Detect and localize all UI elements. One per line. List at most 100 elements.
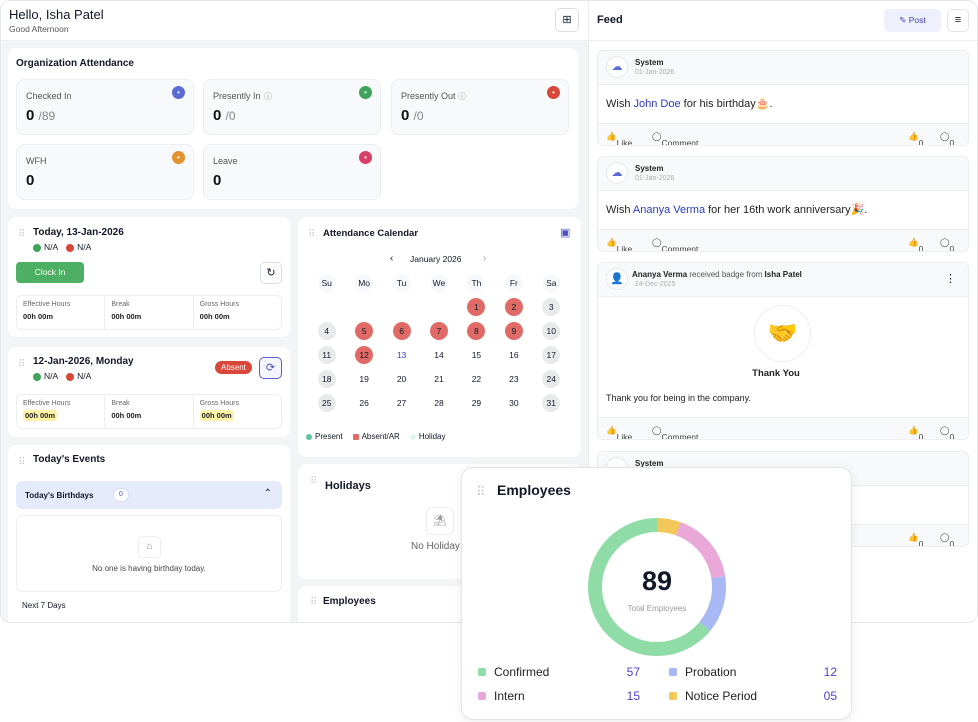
calendar-icon[interactable]: ▣ <box>560 227 571 239</box>
refresh-button[interactable]: ↻ <box>260 262 282 284</box>
calendar-day[interactable]: 26 <box>359 398 369 408</box>
comment-button[interactable]: ◯ Comment <box>652 131 699 146</box>
calendar-day[interactable]: 27 <box>396 398 407 408</box>
calendar-day[interactable]: 23 <box>509 374 519 384</box>
greeting: Hello, Isha Patel <box>9 7 104 22</box>
like-button[interactable]: 👍 Like <box>606 131 633 146</box>
calendar-day[interactable]: 12 <box>355 346 374 364</box>
status-badge: Absent <box>215 361 252 374</box>
stat-total: /0 <box>413 109 424 123</box>
calendar-grid: Su Mo Tu We Th Fr Sa 1 2 3 4 5 6 7 8 9 10 11 12 13 14 15 16 17 1… <box>308 274 570 412</box>
drag-handle-icon[interactable]: ⠿ <box>18 457 25 468</box>
calendar-day[interactable]: 29 <box>471 398 482 408</box>
employees-title: Employees <box>497 482 571 498</box>
calendar-day[interactable]: 31 <box>542 394 561 412</box>
drag-handle-icon[interactable]: ⠿ <box>310 476 317 487</box>
yesterday-hours: Effective Hours 00h 00m Break 00h 00m Gros… <box>16 394 282 429</box>
mention-link[interactable]: John Doe <box>633 98 681 110</box>
calendar-day[interactable]: 20 <box>396 374 407 384</box>
next-month-button[interactable]: › <box>483 253 487 264</box>
calendar-day[interactable]: 14 <box>434 350 444 360</box>
calendar-day[interactable]: 11 <box>317 346 336 364</box>
drag-handle-icon[interactable]: ⠿ <box>18 359 25 370</box>
comment-button[interactable]: ◯ Comment <box>652 237 699 252</box>
more-icon[interactable]: ⋮ <box>945 273 956 285</box>
calendar-day[interactable]: 30 <box>509 398 519 408</box>
info-icon: ⓘ <box>264 92 272 101</box>
refresh-icon: ↻ <box>266 267 276 279</box>
calendar-title: Attendance Calendar <box>323 228 419 239</box>
like-count: 👍 0 <box>908 425 924 440</box>
calendar-day[interactable]: 18 <box>317 370 336 388</box>
add-widget-button[interactable]: ⊞ <box>555 8 579 32</box>
stat-card[interactable]: Presently Out ⓘ 0 /0 • <box>391 79 569 135</box>
calendar-day[interactable]: 8 <box>467 322 486 340</box>
today-card: ⠿ Today, 13-Jan-2026 N/A N/A Clock In ↻ E… <box>8 217 290 337</box>
calendar-day[interactable]: 3 <box>542 298 561 316</box>
post-button[interactable]: ✎ Post <box>884 9 941 32</box>
info-icon: ⓘ <box>458 92 466 101</box>
mention-link[interactable]: Ananya Verma <box>632 204 706 216</box>
weekday-label: Su <box>317 274 336 292</box>
calendar-day[interactable]: 25 <box>317 394 336 412</box>
stat-card[interactable]: WFH 0 • <box>16 144 194 200</box>
next-7-days-label: Next 7 Days <box>22 601 66 610</box>
calendar-day[interactable]: 19 <box>359 374 369 384</box>
calendar-day[interactable]: 24 <box>542 370 561 388</box>
stat-card[interactable]: Leave 0 • <box>203 144 381 200</box>
handshake-badge-icon: 🤝 <box>754 305 811 362</box>
calendar-day[interactable]: 4 <box>317 322 336 340</box>
donut-slice-intern[interactable] <box>675 522 726 579</box>
stat-card[interactable]: Presently In ⓘ 0 /0 • <box>203 79 381 135</box>
calendar-day[interactable]: 7 <box>429 322 448 340</box>
like-button[interactable]: 👍 Like <box>606 237 633 252</box>
calendar-day[interactable]: 16 <box>509 350 519 360</box>
donut-slice-confirmed[interactable] <box>588 518 711 656</box>
donut-slice-notice-period[interactable] <box>656 518 681 536</box>
avatar: ☁ <box>606 56 628 78</box>
calendar-day[interactable]: 6 <box>392 322 411 340</box>
stat-value: 0 <box>213 172 222 189</box>
user-leave-icon: • <box>359 151 372 164</box>
drag-handle-icon[interactable]: ⠿ <box>308 229 315 240</box>
calendar-day[interactable]: 5 <box>355 322 374 340</box>
drag-handle-icon[interactable]: ⠿ <box>310 597 317 608</box>
legend-item: Confirmed 57 <box>478 665 648 679</box>
donut-slice-probation[interactable] <box>699 576 726 631</box>
grid-plus-icon: ⊞ <box>562 14 572 26</box>
prev-month-button[interactable]: ‹ <box>390 253 394 264</box>
regularize-button[interactable]: ⟳ <box>259 357 282 379</box>
avatar: ☁ <box>606 162 628 184</box>
calendar-day[interactable]: 15 <box>471 350 482 360</box>
comment-button[interactable]: ◯ Comment <box>652 425 699 440</box>
drag-handle-icon[interactable]: ⠿ <box>18 229 25 240</box>
calendar-day[interactable]: 21 <box>434 374 444 384</box>
calendar-day[interactable]: 10 <box>542 322 561 340</box>
calendar-day[interactable]: 9 <box>504 322 523 340</box>
comment-count: ◯ 0 <box>940 237 955 252</box>
history-icon: ⟳ <box>265 362 276 374</box>
calendar-day[interactable]: 28 <box>434 398 444 408</box>
feed-post: ☁ System 01-Jan-2026 Wish Ananya Verma for … <box>597 156 969 252</box>
calendar-day[interactable]: 2 <box>504 298 523 316</box>
calendar-day[interactable]: 13 <box>396 350 407 360</box>
yesterday-title: 12-Jan-2026, Monday <box>33 356 134 367</box>
clock-in-button[interactable]: Clock In <box>16 262 84 283</box>
like-button[interactable]: 👍 Like <box>606 425 633 440</box>
stat-card[interactable]: Checked In 0 /89 • <box>16 79 194 135</box>
weekday-label: Mo <box>355 274 374 292</box>
filter-button[interactable]: ≡ <box>947 9 969 32</box>
drag-handle-icon[interactable]: ⠿ <box>476 484 485 499</box>
holidays-title: Holidays <box>325 480 371 492</box>
stat-total: /0 <box>225 109 236 123</box>
total-employees-label: Total Employees <box>627 604 687 613</box>
stat-value: 0 <box>26 172 35 189</box>
today-hours: Effective Hours 00h 00m Break 00h 00m Gros… <box>16 295 282 330</box>
checkin-icon: • <box>172 86 185 99</box>
cake-icon: ⌂ <box>138 536 161 558</box>
calendar-day[interactable]: 17 <box>542 346 561 364</box>
birthdays-accordion[interactable]: Today's Birthdays 0 ⌃ <box>16 481 282 509</box>
comment-count: ◯ 0 <box>940 131 955 146</box>
calendar-day[interactable]: 22 <box>471 374 482 384</box>
calendar-day[interactable]: 1 <box>467 298 486 316</box>
